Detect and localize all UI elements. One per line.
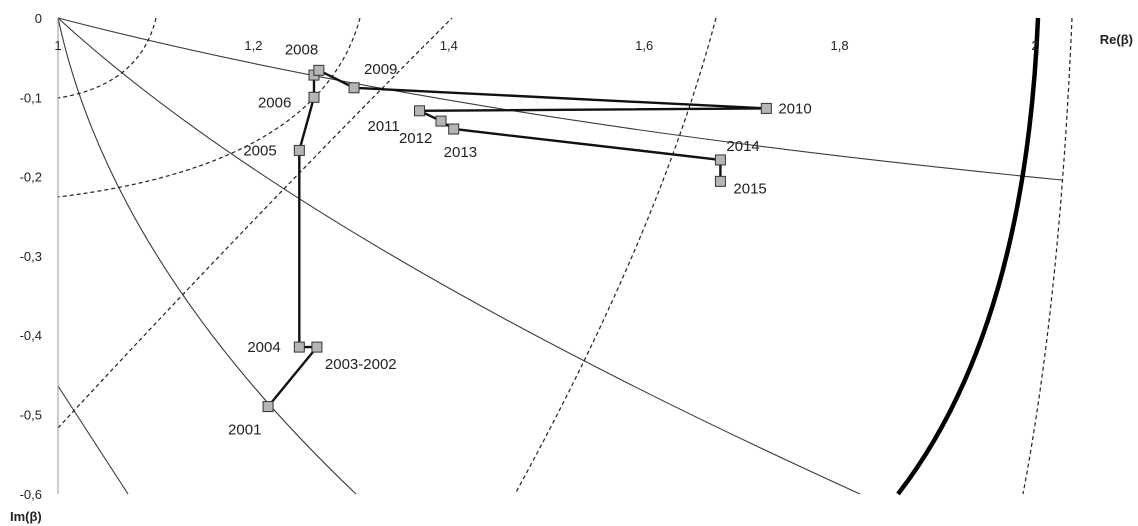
point-label: 2013 (444, 144, 477, 161)
y-tick-label: -0,4 (20, 328, 42, 343)
grid-curve-solid (57, 17, 861, 495)
y-tick-label: -0,3 (20, 249, 42, 264)
data-point (413, 105, 425, 117)
data-point (760, 102, 772, 114)
data-point (348, 82, 360, 94)
ticks-layer: 1 1,2 1,4 1,6 1,8 2 0 -0,1 -0,2 -0,3 -0,4 -0,5 -0,6 (20, 11, 1039, 502)
data-point (435, 115, 447, 127)
y-axis-title: Im(β) (10, 509, 42, 524)
grid-curve-dashed (57, 17, 453, 429)
y-tick-label: -0,5 (20, 408, 42, 423)
data-point (448, 123, 460, 135)
data-point (311, 341, 323, 353)
x-tick-label: 1,2 (244, 38, 262, 53)
grid-curve-dashed (1022, 17, 1073, 495)
point-label: 2003-2002 (325, 356, 397, 373)
y-tick-label: -0,6 (20, 487, 42, 502)
x-tick-label: 1,6 (635, 38, 653, 53)
point-label: 2008 (285, 41, 318, 58)
labels-layer: 2001 2003-2002 2004 2005 2006 2008 2009 2010 201… (228, 41, 812, 438)
y-tick-label: -0,2 (20, 170, 42, 185)
data-point (262, 401, 274, 413)
point-label: 2005 (243, 142, 276, 159)
point-label: 2015 (733, 180, 766, 197)
x-tick-label: 1,8 (831, 38, 849, 53)
grid-curve-dashed (57, 17, 157, 99)
grid-layer (57, 17, 1073, 496)
grid-curve-dashed (57, 17, 361, 198)
data-point (313, 64, 325, 76)
series-layer (262, 64, 772, 413)
x-tick-label: 1 (54, 38, 61, 53)
y-tick-label: -0,1 (20, 90, 42, 105)
x-tick-label: 2 (1031, 38, 1038, 53)
data-point (714, 154, 726, 166)
point-label: 2014 (726, 138, 759, 155)
point-label: 2010 (778, 100, 811, 117)
data-point (293, 341, 305, 353)
x-tick-label: 1,4 (440, 38, 458, 53)
y-tick-label: 0 (35, 11, 42, 26)
point-label: 2006 (258, 94, 291, 111)
data-point (308, 91, 320, 103)
point-label: 2004 (247, 339, 280, 356)
point-label: 2011 (367, 118, 399, 135)
x-axis-title: Re(β) (1100, 32, 1133, 47)
point-label: 2001 (228, 422, 261, 439)
point-label: 2012 (399, 130, 432, 147)
grid-curve-solid (57, 17, 357, 495)
data-point (714, 175, 726, 187)
grid-curve-dashed (514, 17, 717, 495)
grid-curve-solid (57, 385, 129, 495)
data-point (293, 144, 305, 156)
point-label: 2009 (364, 61, 397, 78)
boundary-curve (896, 17, 1041, 496)
